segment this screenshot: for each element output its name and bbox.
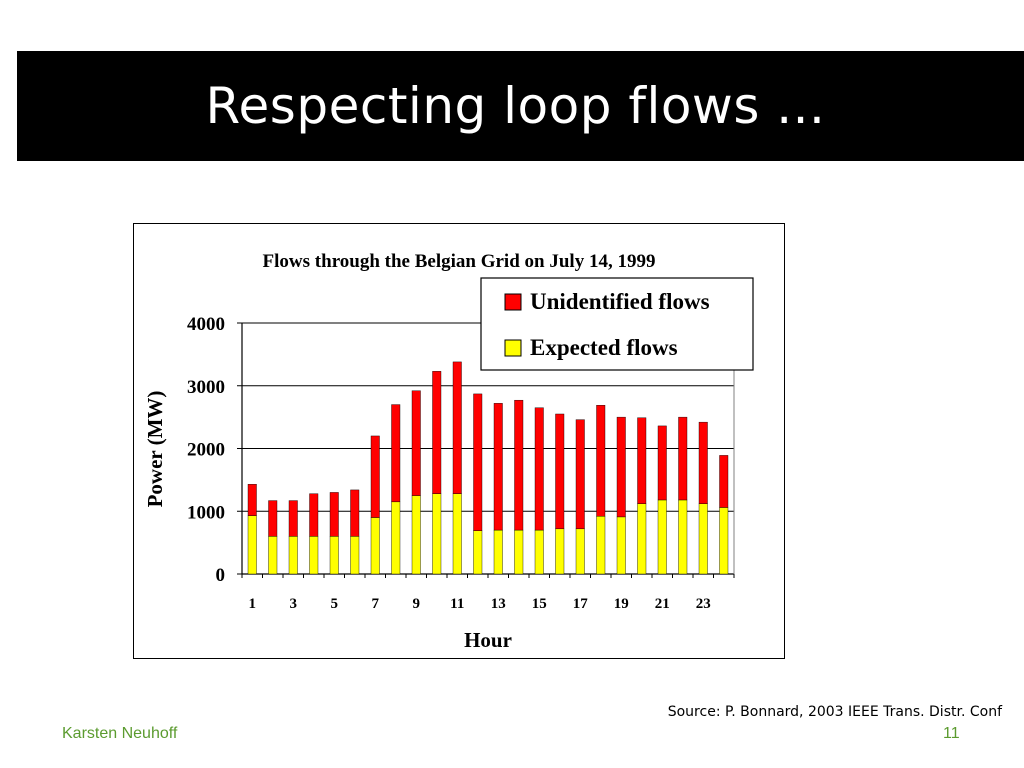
bar-unidentified	[329, 492, 339, 537]
bar-expected	[370, 517, 380, 575]
bar-unidentified	[493, 403, 503, 531]
bar-unidentified	[350, 489, 360, 537]
bar-expected	[534, 529, 544, 575]
bar-expected	[555, 528, 565, 575]
y-axis-label: Power (MW)	[143, 391, 167, 508]
x-tick-label: 7	[372, 596, 380, 612]
y-tick-label: 1000	[187, 502, 225, 523]
bar-expected	[657, 499, 667, 575]
legend-swatch	[504, 293, 522, 311]
bar-unidentified	[719, 455, 729, 508]
title-bar: Respecting loop flows ...	[17, 51, 1024, 161]
bar-expected	[616, 516, 626, 575]
bar-chart: Flows through the Belgian Grid on July 1…	[143, 251, 754, 652]
bar-unidentified	[637, 417, 647, 504]
bar-expected	[452, 493, 462, 575]
chart-frame: Flows through the Belgian Grid on July 1…	[133, 223, 785, 659]
x-tick-label: 11	[450, 596, 464, 612]
x-axis-label: Hour	[464, 628, 512, 652]
x-tick-label: 21	[655, 596, 670, 612]
page-number: 11	[943, 725, 960, 742]
bar-expected	[350, 536, 360, 575]
bar-expected	[719, 507, 729, 575]
bar-unidentified	[370, 435, 380, 518]
legend-swatch	[504, 339, 522, 357]
bar-expected	[288, 536, 298, 575]
bar-expected	[493, 529, 503, 575]
bar-unidentified	[268, 500, 278, 537]
chart-title: Flows through the Belgian Grid on July 1…	[263, 251, 656, 272]
bar-unidentified	[534, 407, 544, 531]
bar-unidentified	[575, 419, 585, 530]
x-tick-label: 9	[413, 596, 421, 612]
x-tick-label: 23	[696, 596, 711, 612]
bar-unidentified	[309, 493, 319, 537]
bar-unidentified	[288, 500, 298, 537]
x-tick-label: 3	[290, 596, 298, 612]
bar-unidentified	[678, 416, 688, 501]
legend-label: Unidentified flows	[530, 289, 710, 314]
bar-expected	[698, 503, 708, 575]
bar-unidentified	[247, 484, 257, 516]
bar-unidentified	[616, 416, 626, 518]
legend-label: Expected flows	[530, 335, 678, 360]
bar-expected	[391, 501, 401, 575]
bar-expected	[514, 529, 524, 575]
bar-unidentified	[411, 390, 421, 496]
author-name: Karsten Neuhoff	[62, 725, 178, 742]
bar-unidentified	[596, 405, 606, 517]
bar-unidentified	[657, 425, 667, 501]
bar-expected	[596, 516, 606, 575]
bar-expected	[247, 515, 257, 575]
bar-expected	[309, 536, 319, 575]
legend-box	[480, 277, 754, 371]
y-tick-label: 0	[216, 565, 226, 586]
slide-title: Respecting loop flows ...	[205, 77, 826, 135]
bar-expected	[432, 493, 442, 575]
bar-expected	[678, 499, 688, 575]
bar-expected	[268, 536, 278, 575]
x-tick-label: 5	[331, 596, 339, 612]
y-tick-label: 3000	[187, 377, 225, 398]
y-tick-label: 4000	[187, 314, 225, 335]
bar-expected	[637, 503, 647, 575]
bar-expected	[575, 528, 585, 575]
bar-unidentified	[473, 393, 483, 531]
bar-unidentified	[698, 421, 708, 504]
bar-unidentified	[452, 361, 462, 494]
bar-unidentified	[391, 404, 401, 503]
source-note: Source: P. Bonnard, 2003 IEEE Trans. Dis…	[667, 704, 1002, 720]
x-tick-label: 17	[573, 596, 589, 612]
y-tick-label: 2000	[187, 440, 225, 461]
bar-unidentified	[555, 413, 565, 530]
x-tick-label: 13	[491, 596, 506, 612]
x-tick-label: 15	[532, 596, 547, 612]
bar-expected	[473, 530, 483, 575]
x-tick-label: 19	[614, 596, 629, 612]
bar-expected	[411, 495, 421, 575]
bar-unidentified	[514, 399, 524, 531]
bar-expected	[329, 536, 339, 575]
x-tick-label: 1	[249, 596, 257, 612]
bar-unidentified	[432, 371, 442, 494]
